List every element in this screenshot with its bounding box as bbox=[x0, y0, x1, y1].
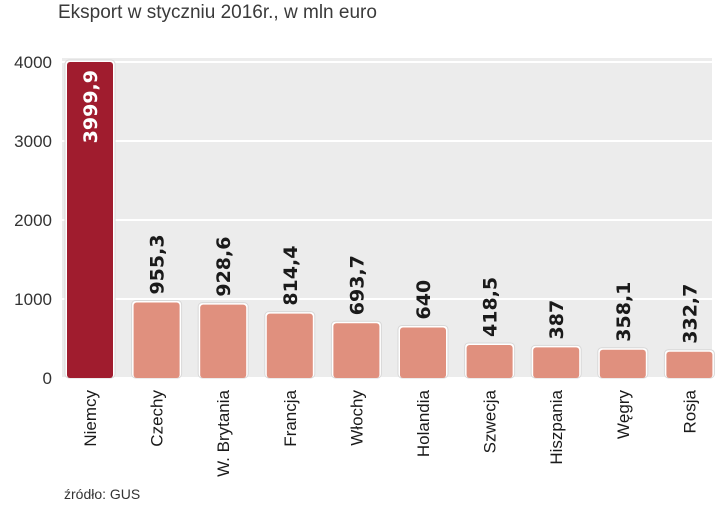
x-category-label: Hiszpania bbox=[547, 389, 566, 464]
bar-w-brytania bbox=[200, 304, 247, 378]
x-category-label: Rosja bbox=[680, 389, 699, 433]
bar-rosja bbox=[666, 351, 713, 378]
value-label: 814,4 bbox=[280, 246, 302, 306]
x-category-label: Węgry bbox=[614, 390, 633, 440]
y-tick-label: 0 bbox=[43, 369, 52, 388]
value-label: 358,1 bbox=[613, 282, 635, 342]
chart-title: Eksport w styczniu 2016r., w mln euro bbox=[58, 2, 377, 23]
bar-szwecja bbox=[466, 344, 513, 378]
x-category-label: Francja bbox=[281, 389, 300, 446]
value-label: 418,5 bbox=[480, 277, 502, 337]
value-label: 387 bbox=[546, 300, 568, 340]
y-tick-label: 2000 bbox=[14, 211, 52, 230]
value-label: 332,7 bbox=[679, 284, 701, 344]
x-category-label: W. Brytania bbox=[214, 389, 233, 476]
source-note: źródło: GUS bbox=[64, 486, 141, 502]
x-category-label: Szwecja bbox=[481, 389, 500, 453]
y-tick-label: 4000 bbox=[14, 53, 52, 72]
value-label: 3999,9 bbox=[80, 70, 102, 143]
value-label: 955,3 bbox=[147, 234, 169, 294]
value-label: 640 bbox=[413, 280, 435, 320]
x-category-label: Włochy bbox=[347, 390, 366, 446]
bar-czechy bbox=[133, 302, 180, 378]
bar-hiszpania bbox=[533, 347, 580, 378]
x-category-label: Niemcy bbox=[81, 390, 100, 447]
value-label: 693,7 bbox=[346, 255, 368, 315]
x-category-label: Czechy bbox=[148, 390, 167, 447]
bar-w-gry bbox=[599, 349, 646, 378]
y-tick-label: 1000 bbox=[14, 290, 52, 309]
x-category-label: Holandia bbox=[414, 389, 433, 457]
value-label: 928,6 bbox=[213, 237, 235, 297]
y-tick-label: 3000 bbox=[14, 132, 52, 151]
bar-francja bbox=[266, 313, 313, 378]
bar-niemcy bbox=[67, 62, 113, 378]
bar-holandia bbox=[400, 327, 446, 378]
bar-w-ochy bbox=[333, 323, 380, 378]
